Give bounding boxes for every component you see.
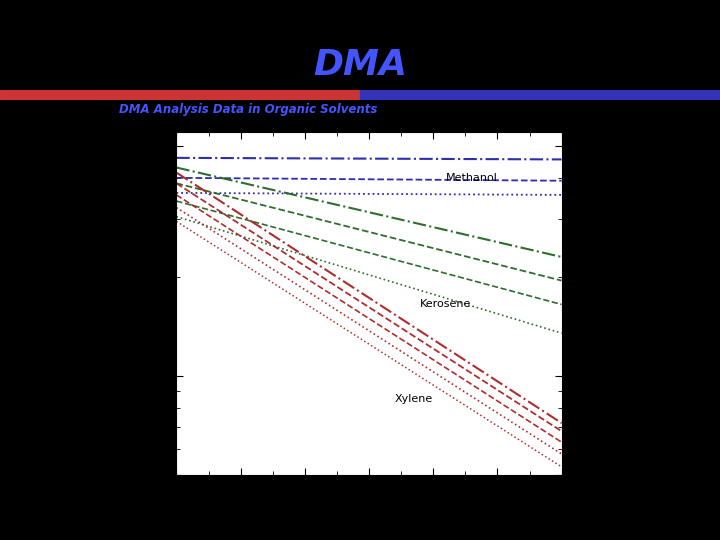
Text: Xylene: Xylene [395,394,433,404]
Text: Kerosene: Kerosene [420,300,472,309]
Text: DMA: DMA [313,48,407,82]
X-axis label: t / min: t / min [348,496,390,509]
Bar [360,90,720,100]
Text: DMA Analysis Data in Organic Solvents: DMA Analysis Data in Organic Solvents [119,103,377,116]
Bar [0,90,360,100]
Y-axis label: E’ / Pa: E’ / Pa [118,285,131,323]
Text: Methanol: Methanol [446,173,498,183]
